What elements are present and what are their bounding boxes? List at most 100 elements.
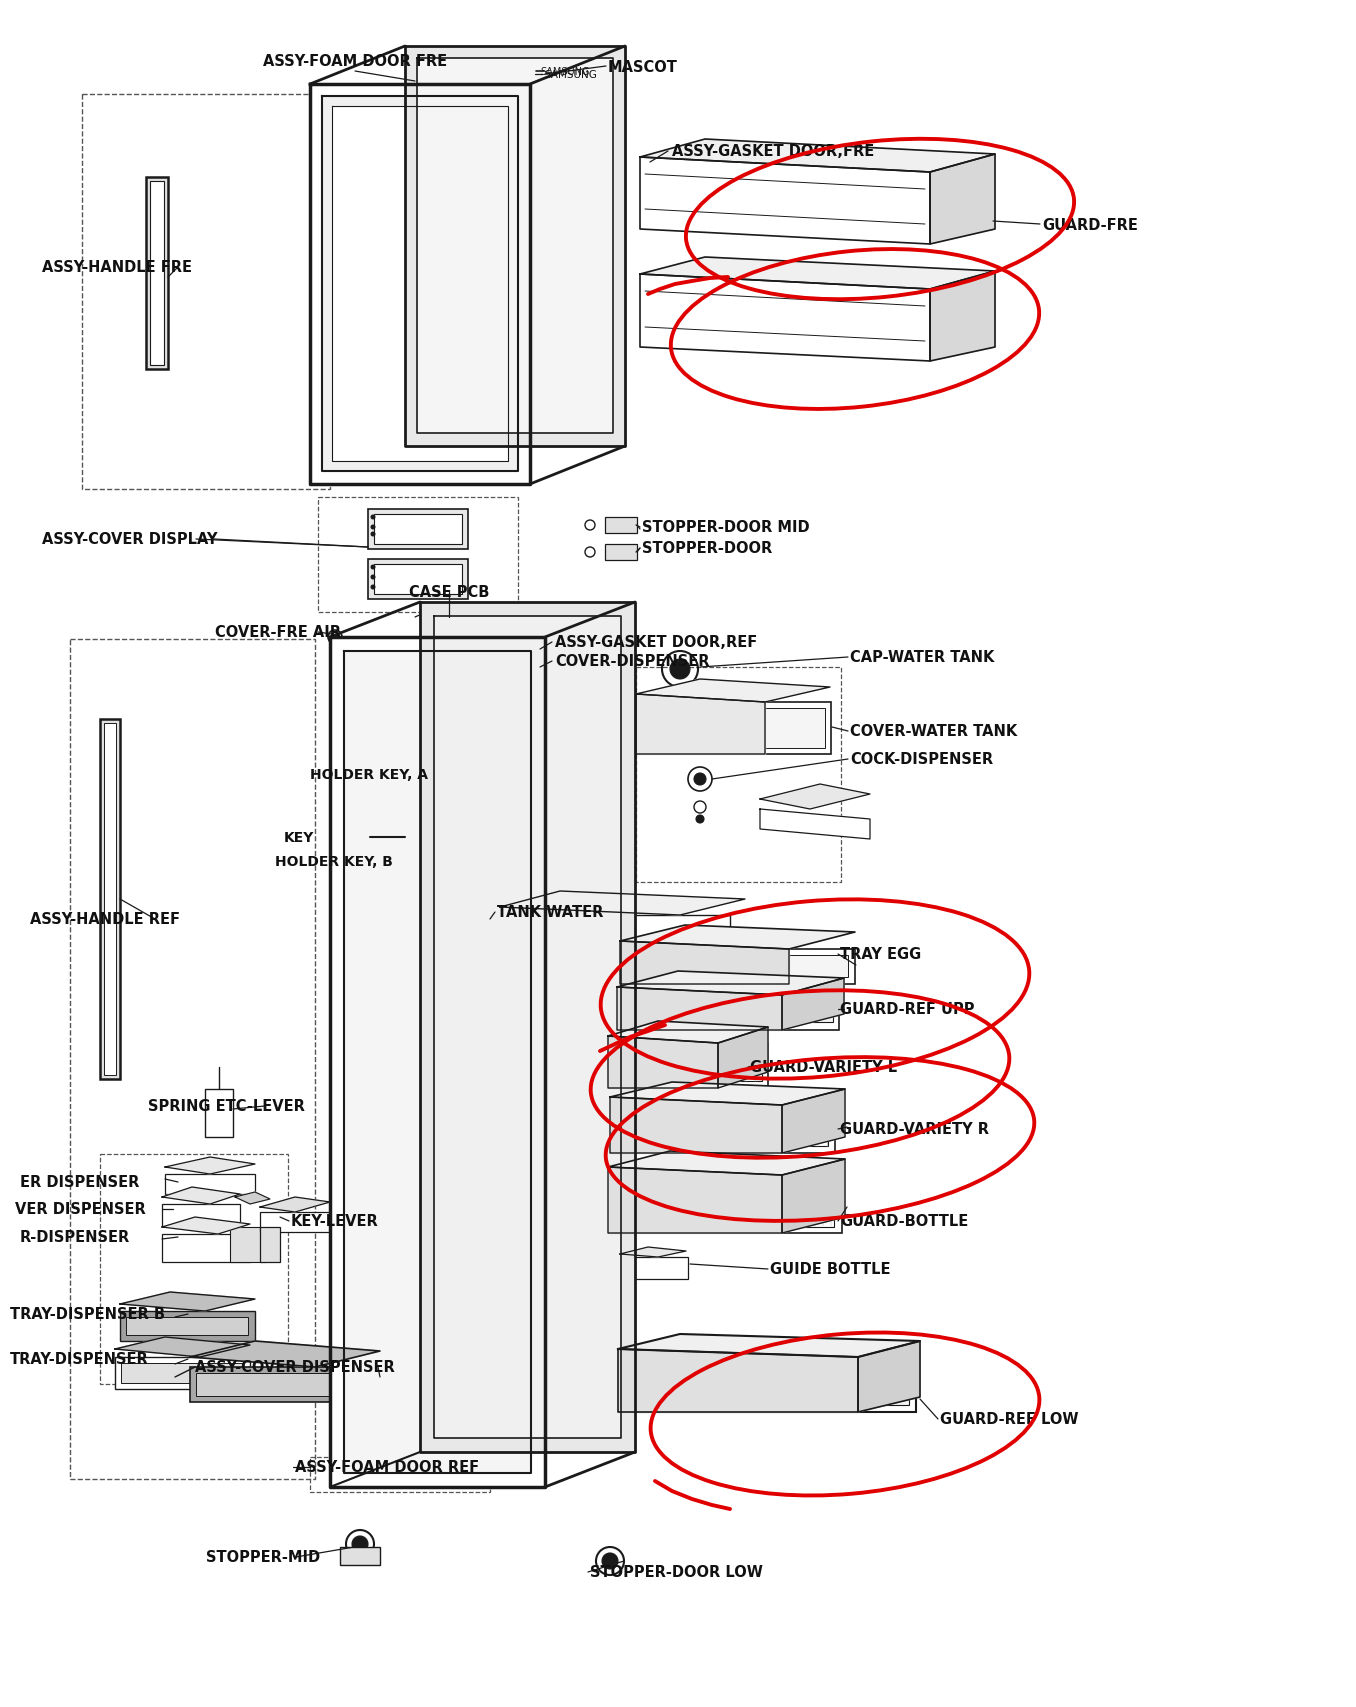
Polygon shape [311,85,530,485]
Polygon shape [782,1159,845,1232]
Bar [100,720,119,1079]
Text: STOPPER-DOOR MID: STOPPER-DOOR MID [641,521,810,536]
Bar [362,766,518,1197]
Bar [205,1089,233,1137]
Bar [151,183,164,365]
Polygon shape [420,603,635,1453]
Text: GUARD-VARIETY L: GUARD-VARIETY L [750,1060,898,1075]
Text: SAMSUNG: SAMSUNG [544,70,597,80]
Text: ASSY-COVER DISPENSER: ASSY-COVER DISPENSER [195,1360,395,1374]
Text: R-DISPENSER: R-DISPENSER [20,1229,130,1244]
Bar [614,1180,834,1227]
Bar [616,1110,829,1147]
Bar [636,703,831,754]
Bar [146,178,168,370]
Text: ASSY-GASKET DOOR,FRE: ASSY-GASKET DOOR,FRE [673,145,875,159]
Polygon shape [930,271,995,362]
Bar [100,1154,287,1384]
Bar [260,1227,279,1261]
Text: MASCOT: MASCOT [607,60,678,75]
Bar [231,1227,264,1261]
Polygon shape [235,1191,270,1205]
Polygon shape [717,1028,767,1089]
Text: HOLDER KEY, A: HOLDER KEY, A [311,768,428,782]
Bar [367,560,468,599]
Polygon shape [500,891,744,915]
Polygon shape [620,1248,686,1258]
Text: TANK WATER: TANK WATER [498,905,603,920]
Polygon shape [607,1021,767,1043]
Circle shape [670,659,690,679]
Bar [614,1048,762,1081]
Text: ASSY-FOAM DOOR REF: ASSY-FOAM DOOR REF [296,1459,479,1475]
Polygon shape [190,1342,380,1367]
Text: ASSY-FOAM DOOR FRE: ASSY-FOAM DOOR FRE [263,55,447,70]
Polygon shape [782,978,843,1031]
Polygon shape [617,971,843,995]
Text: KEY-LEVER: KEY-LEVER [292,1214,378,1229]
Polygon shape [618,1335,919,1357]
Polygon shape [930,155,995,244]
Bar [161,1234,250,1261]
Text: COVER-FRE AIR: COVER-FRE AIR [216,625,340,640]
Text: GUARD-FRE: GUARD-FRE [1041,217,1138,232]
Polygon shape [620,942,789,985]
Polygon shape [618,1349,858,1412]
Bar [357,761,485,792]
Bar [607,1043,767,1089]
Bar [605,545,637,560]
Bar [605,517,637,534]
Polygon shape [607,1036,717,1089]
Polygon shape [640,140,995,172]
Text: TRAY EGG: TRAY EGG [839,947,921,963]
Circle shape [370,565,376,570]
Circle shape [370,575,376,580]
Text: ASSY-COVER DISPLAY: ASSY-COVER DISPLAY [42,533,217,548]
Polygon shape [610,1082,845,1106]
Polygon shape [260,1197,330,1212]
Bar [71,640,315,1480]
Bar [641,708,824,749]
Polygon shape [636,679,830,703]
Text: SPRING ETC-LEVER: SPRING ETC-LEVER [148,1099,305,1115]
Text: TRAY-DISPENSER: TRAY-DISPENSER [9,1352,149,1367]
Bar [617,995,839,1031]
Text: KEY: KEY [283,831,315,845]
Bar [622,1000,833,1022]
Text: VER DISPENSER: VER DISPENSER [15,1202,145,1217]
Bar [607,1176,842,1232]
Circle shape [370,526,376,531]
Bar [119,1311,255,1342]
Bar [500,915,730,937]
Text: GUARD-REF LOW: GUARD-REF LOW [940,1412,1078,1427]
Bar [374,516,462,545]
Polygon shape [617,987,782,1031]
Polygon shape [640,275,930,362]
Circle shape [370,533,376,538]
Bar [161,1205,240,1226]
Text: COVER-WATER TANK: COVER-WATER TANK [850,724,1017,739]
Text: CASE PCB: CASE PCB [408,586,490,601]
Text: HOLDER KEY, B: HOLDER KEY, B [275,855,393,869]
Polygon shape [321,97,518,471]
Text: CAP-WATER TANK: CAP-WATER TANK [850,650,994,666]
Polygon shape [434,616,621,1439]
Polygon shape [405,48,625,447]
Polygon shape [607,1168,782,1232]
Polygon shape [620,925,856,949]
Text: ER DISPENSER: ER DISPENSER [20,1174,140,1190]
Bar [81,96,330,490]
Text: TRAY-DISPENSER B: TRAY-DISPENSER B [9,1308,165,1321]
Polygon shape [636,695,765,754]
Text: STOPPER-MID: STOPPER-MID [206,1550,320,1565]
Circle shape [696,816,704,823]
Circle shape [370,586,376,591]
Bar [115,1357,250,1389]
Text: COVER-DISPENSER: COVER-DISPENSER [555,654,709,669]
Circle shape [602,1553,618,1569]
Polygon shape [165,1157,255,1174]
Bar [625,1364,909,1405]
Text: GUIDE BOTTLE: GUIDE BOTTLE [770,1261,891,1277]
Bar [260,1212,330,1232]
Bar [165,1174,255,1195]
